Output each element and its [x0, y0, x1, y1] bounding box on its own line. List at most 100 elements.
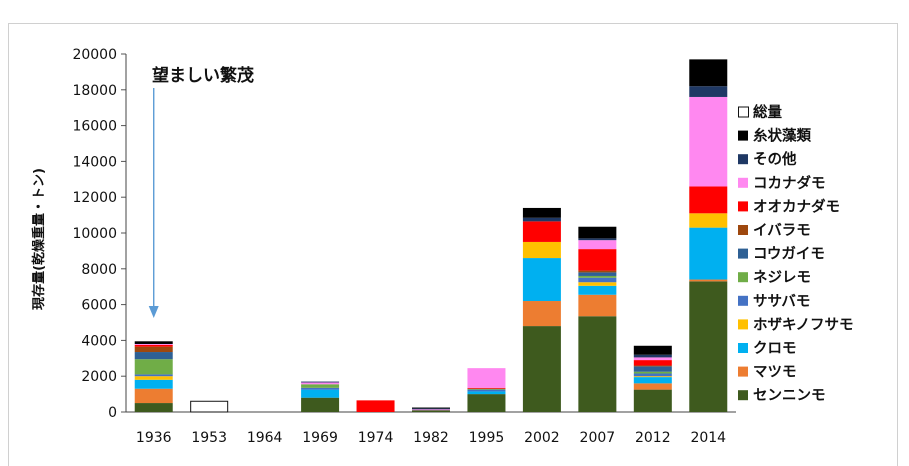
legend-swatch	[738, 319, 748, 330]
bar-segment-1982	[412, 408, 450, 410]
legend-swatch	[738, 343, 748, 353]
bar-segment-1936	[134, 346, 173, 353]
bar-segment-2007	[578, 240, 617, 250]
y-tick-label: 6000	[81, 298, 117, 314]
bar-segment-1982	[412, 409, 450, 411]
y-tick-label: 10000	[72, 226, 117, 242]
legend-label: ササバモ	[753, 293, 810, 310]
legend-swatch	[738, 390, 748, 401]
bar-segment-2007	[578, 272, 617, 276]
bar-segment-2007	[578, 249, 617, 271]
y-tick-label: 14000	[72, 154, 117, 170]
bar-segment-2007	[578, 277, 617, 283]
annotation-text: 望ましい繁茂	[152, 65, 254, 86]
bar-segment-2012	[633, 354, 672, 358]
legend-label: ネジレモ	[753, 269, 811, 286]
x-tick-label: 1995	[469, 430, 505, 446]
legend-label: オオカナダモ	[753, 197, 840, 215]
bar-segment-2012	[633, 376, 672, 378]
bar-segment-2007	[578, 294, 617, 317]
legend-swatch	[738, 225, 748, 235]
x-tick-label: 2014	[690, 430, 726, 446]
bar-segment-2002	[522, 301, 561, 327]
bar-segment-1936	[134, 388, 173, 404]
bar-segment-1969	[301, 382, 340, 385]
legend-swatch	[738, 201, 748, 212]
bar-segment-2012	[633, 360, 672, 366]
y-tick-label: 0	[108, 405, 117, 421]
legend-swatch	[738, 248, 748, 259]
bar-segment-2014	[689, 59, 728, 87]
legend-swatch	[738, 295, 748, 306]
y-tick-label: 4000	[81, 333, 117, 349]
y-tick-label: 20000	[72, 47, 117, 63]
legend-label: マツモ	[753, 365, 797, 381]
x-tick-label: 1964	[247, 430, 283, 446]
legend-label: クロモ	[753, 340, 797, 357]
chart-frame: 0 2000 4000 6000 8000 10000 12000 14000 16000 180…	[8, 23, 898, 466]
bar-segment-1995	[467, 387, 506, 389]
bar-segment-2014	[689, 96, 728, 187]
x-tick-label: 1982	[413, 430, 449, 446]
bar-segment-2012	[633, 371, 672, 374]
bar-segment-1969	[301, 397, 340, 412]
legend-label: コウガイモ	[753, 246, 825, 263]
legend-swatch	[738, 154, 748, 165]
bar-segment-1995	[467, 368, 506, 388]
bar-segment-1969	[301, 389, 340, 398]
bar-segment-2002	[522, 221, 561, 242]
bar-segment-2007	[578, 282, 617, 286]
annotation-arrow-head	[148, 306, 159, 318]
bar-segment-2012	[633, 357, 672, 361]
bar-segment-2002	[522, 207, 561, 218]
cropped-heading-text	[0, 0, 909, 14]
bar-segment-1936	[134, 352, 173, 360]
bar-segment-1969	[301, 381, 340, 383]
bar-segment-2002	[522, 258, 561, 302]
x-tick-label: 2002	[524, 430, 560, 446]
bar-segment-1936	[134, 359, 173, 375]
bar-segment-2014	[689, 213, 728, 228]
bar-segment-2012	[633, 365, 672, 367]
y-tick-label: 18000	[72, 83, 117, 99]
bar-segment-2002	[522, 326, 561, 412]
x-tick-label: 1974	[358, 430, 394, 446]
y-tick-label: 8000	[81, 262, 117, 278]
bar-segment-2012	[633, 383, 672, 390]
bar-segment-1995	[467, 388, 506, 390]
y-tick-label: 2000	[81, 369, 117, 385]
bar-segment-1936	[134, 374, 173, 377]
bar-segment-2007	[578, 285, 617, 295]
bar-segment-2007	[578, 316, 617, 412]
bar-segment-1936	[134, 379, 173, 389]
legend-label: センニンモ	[753, 387, 826, 404]
legend-label: イバラモ	[753, 222, 811, 239]
bar-segment-2012	[633, 377, 672, 384]
x-tick-label: 1953	[191, 430, 227, 446]
bar-segment-2012	[633, 373, 672, 377]
bar-segment-1936	[134, 344, 173, 347]
legend-label: その他	[753, 150, 797, 168]
bar-segment-1995	[467, 389, 506, 392]
bar-segment-1982	[412, 407, 450, 409]
bar-segment-2014	[689, 86, 728, 97]
legend-swatch	[738, 177, 748, 188]
bar-segment-1974	[356, 400, 395, 412]
bar-segment-2002	[522, 241, 561, 259]
legend-label: 総量	[753, 103, 782, 121]
bar-total-1953	[190, 400, 229, 413]
bar-segment-2012	[633, 345, 672, 355]
legend-swatch	[738, 106, 749, 118]
bar-segment-2007	[578, 275, 617, 278]
legend-swatch	[738, 366, 748, 377]
bar-segment-2007	[578, 270, 617, 273]
bar-segment-1969	[301, 384, 340, 388]
bar-segment-1936	[134, 341, 173, 344]
bar-segment-1995	[467, 391, 506, 395]
bar-segment-2007	[578, 226, 617, 239]
x-tick-label: 2007	[580, 430, 616, 446]
bar-segment-2014	[689, 227, 728, 280]
y-tick-label: 12000	[72, 190, 117, 206]
bar-segment-2012	[633, 389, 672, 412]
